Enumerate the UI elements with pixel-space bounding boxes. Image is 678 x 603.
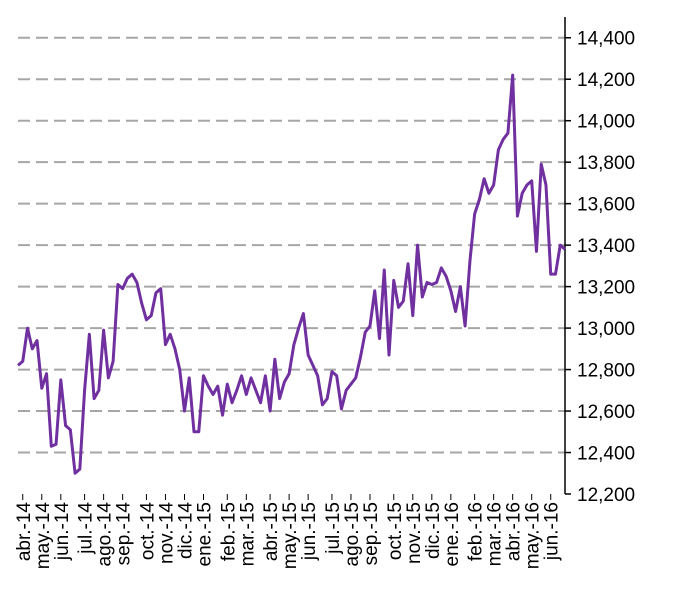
y-tick-label: 12,600 — [577, 402, 635, 423]
x-tick-label: jun.-16 — [542, 502, 563, 561]
x-tick-label: feb.-15 — [218, 502, 239, 561]
x-tick-label: ago.-14 — [95, 502, 116, 567]
y-tick-label: 12,400 — [577, 444, 635, 465]
x-tick-label: may.-14 — [33, 502, 54, 570]
x-tick-label: ene.-16 — [442, 502, 463, 566]
y-tick-label: 12,200 — [577, 485, 635, 506]
x-tick-label: sep.-14 — [114, 502, 135, 566]
x-tick-label: nov.-14 — [156, 502, 177, 564]
x-tick-label: oct.-15 — [385, 502, 406, 560]
x-tick-label: dic.-15 — [423, 502, 444, 559]
line — [17, 73, 566, 475]
y-tick-label: 13,600 — [577, 195, 635, 216]
x-tick-label: abr.-15 — [261, 502, 282, 561]
y-tick-label: 13,200 — [577, 278, 635, 299]
x-tick-label: jul.-15 — [323, 502, 344, 555]
x-tick-label: ene.-15 — [195, 502, 216, 566]
y-tick-label: 14,000 — [577, 112, 635, 133]
x-tick-label: dic.-14 — [175, 502, 196, 559]
x-tick-label: mar.-16 — [485, 502, 506, 566]
x-tick-label: mar.-15 — [237, 502, 258, 566]
y-tick-label: 13,000 — [577, 319, 635, 340]
x-tick-label: jun.-15 — [299, 502, 320, 561]
x-tick-label: abr.-14 — [14, 502, 35, 562]
y-tick-label: 13,800 — [577, 153, 635, 174]
y-tick-label: 13,400 — [577, 236, 635, 257]
y-tick-label: 14,400 — [577, 29, 635, 50]
x-tick-label: abr.-16 — [504, 502, 525, 561]
x-tick-label: ago.-15 — [342, 502, 363, 566]
y-tick-label: 12,800 — [577, 361, 635, 382]
x-tick-label: nov.-15 — [404, 502, 425, 564]
x-tick-label: feb.-16 — [466, 502, 487, 561]
x-tick-label: jul.-14 — [76, 502, 97, 555]
x-tick-label: sep.-15 — [361, 502, 382, 565]
x-tick-label: may.-15 — [280, 502, 301, 569]
x-tick-label: may.-16 — [523, 502, 544, 569]
y-tick-label: 14,200 — [577, 70, 635, 91]
x-tick-label: jun.-14 — [52, 502, 73, 562]
x-tick-label: oct.-14 — [137, 502, 158, 561]
